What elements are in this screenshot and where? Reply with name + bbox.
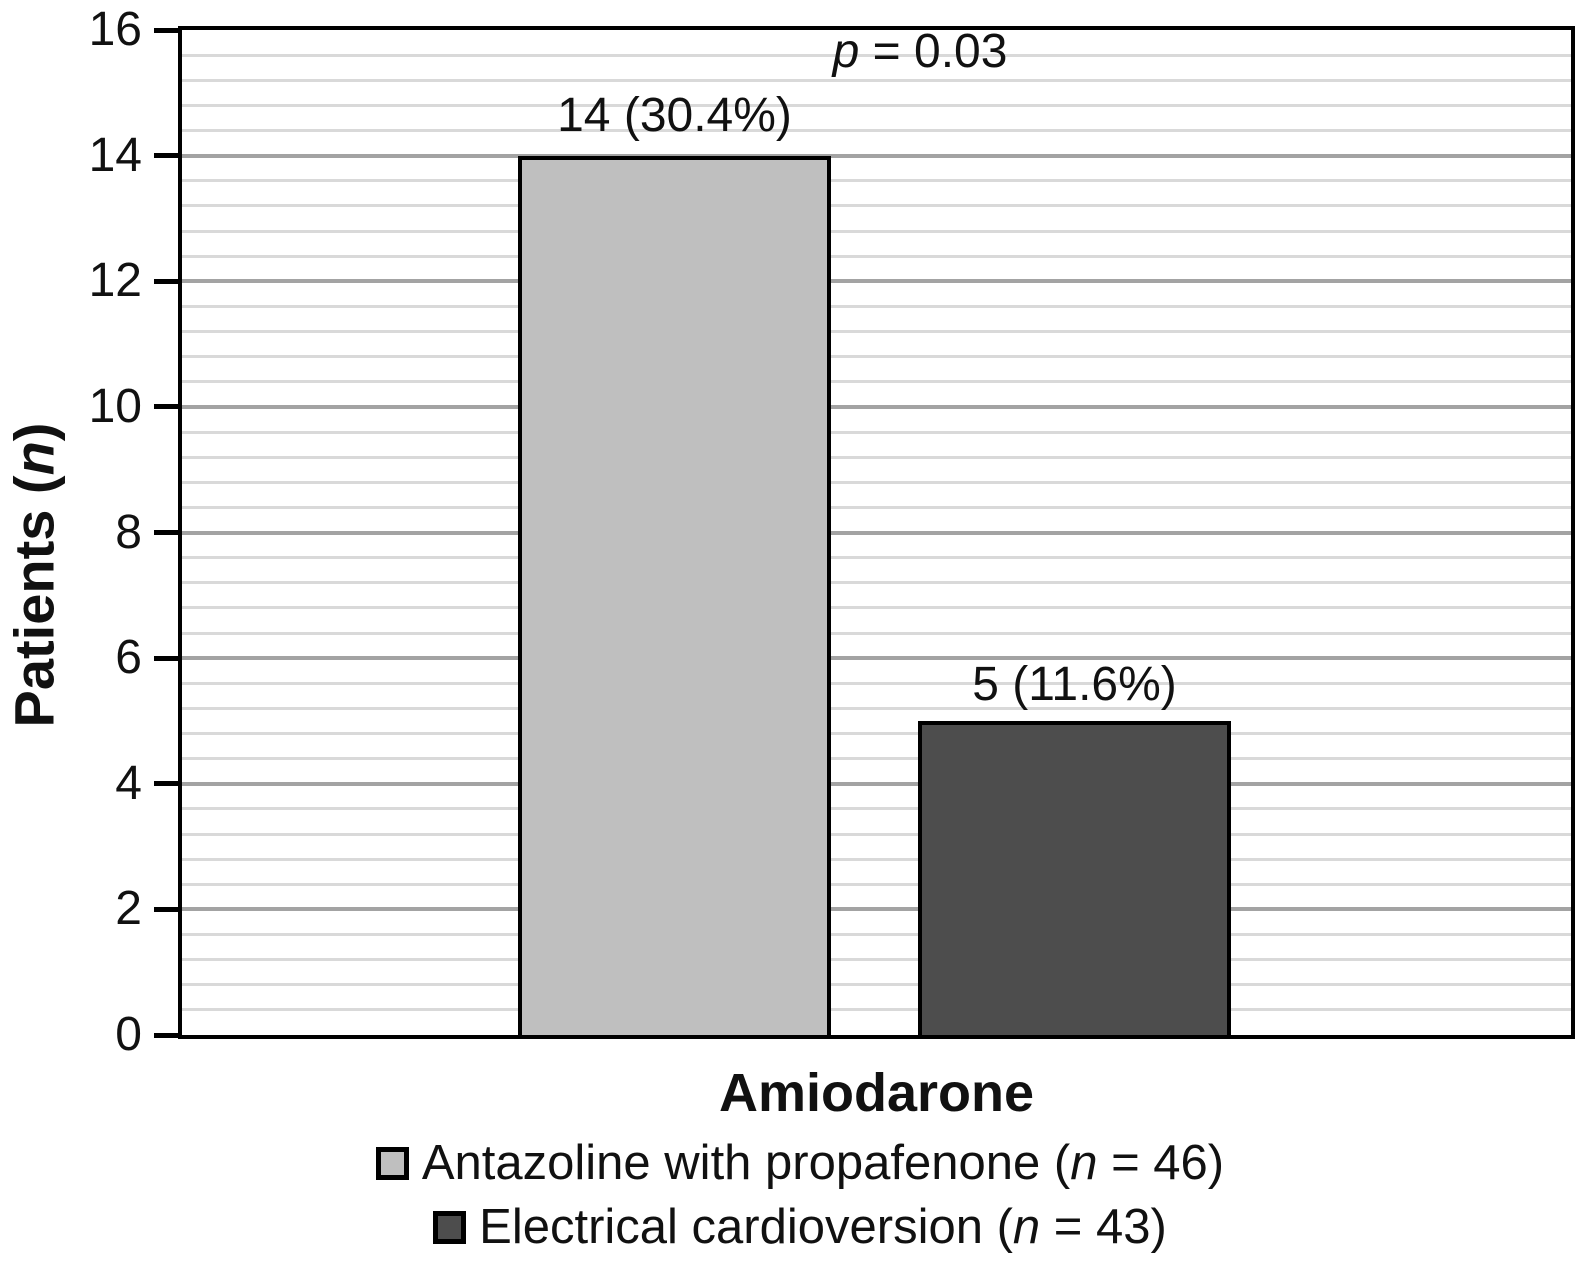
legend-label-close: = 43) <box>1040 1200 1167 1254</box>
p-value-annotation: p = 0.03 <box>833 24 1008 80</box>
y-axis-tick-mark <box>154 153 178 159</box>
minor-gridline <box>182 78 1571 82</box>
plot-area: p = 0.03 14 (30.4%) 5 (11.6%) <box>178 25 1575 1039</box>
minor-gridline <box>182 681 1571 685</box>
x-axis-category-label: Amiodarone <box>718 1063 1035 1123</box>
minor-gridline <box>182 254 1571 258</box>
legend-swatch-antazoline <box>375 1146 409 1180</box>
bar-value-label: 5 (11.6%) <box>972 657 1177 711</box>
legend-label-text: Electrical cardioversion ( <box>479 1200 1013 1254</box>
minor-gridline <box>182 505 1571 509</box>
legend-label-italic-n: n <box>1012 1200 1041 1254</box>
p-annotation-value: = 0.03 <box>859 25 1008 78</box>
y-axis-tick-mark <box>154 404 178 410</box>
minor-gridline <box>182 706 1571 710</box>
y-axis-tick-label: 8 <box>115 505 142 559</box>
minor-gridline <box>182 631 1571 635</box>
y-axis-tick-mark <box>154 1032 178 1038</box>
y-axis-tick-label: 10 <box>88 379 142 433</box>
y-axis-tick-mark <box>154 906 178 912</box>
minor-gridline <box>182 807 1571 811</box>
minor-gridline <box>182 103 1571 107</box>
plot-inner: p = 0.03 14 (30.4%) 5 (11.6%) <box>182 25 1571 1035</box>
bar-antazoline-propafenone <box>518 155 831 1035</box>
legend-item-antazoline: Antazoline with propafenone (n = 46) <box>375 1132 1224 1194</box>
minor-gridline <box>182 455 1571 459</box>
minor-gridline <box>182 330 1571 333</box>
major-gridline <box>182 530 1571 535</box>
minor-gridline <box>182 304 1571 308</box>
major-gridline <box>182 907 1571 912</box>
minor-gridline <box>182 857 1571 861</box>
legend-label-antazoline: Antazoline with propafenone (n = 46) <box>422 1133 1224 1193</box>
major-gridline <box>182 279 1571 284</box>
y-axis-tick-label: 4 <box>115 756 142 810</box>
legend-label-electrical: Electrical cardioversion (n = 43) <box>479 1197 1167 1257</box>
y-axis-tick-label: 0 <box>115 1008 142 1061</box>
minor-gridline <box>182 958 1571 962</box>
legend: Antazoline with propafenone (n = 46) Ele… <box>22 1132 1578 1258</box>
y-axis-tick-mark <box>154 530 178 535</box>
bar-value-label: 14 (30.4%) <box>557 88 792 142</box>
minor-gridline <box>182 556 1571 560</box>
y-axis-tick-label: 14 <box>88 128 142 182</box>
minor-gridline <box>182 430 1571 434</box>
minor-gridline <box>182 732 1571 735</box>
y-axis-tick-mark <box>154 781 178 787</box>
minor-gridline <box>182 229 1571 233</box>
legend-item-electrical: Electrical cardioversion (n = 43) <box>433 1196 1167 1258</box>
minor-gridline <box>182 983 1571 987</box>
minor-gridline <box>182 832 1571 836</box>
y-axis-title-italic-n: n <box>2 441 66 476</box>
legend-label-text: Antazoline with propafenone ( <box>421 1136 1071 1190</box>
major-gridline <box>182 404 1571 409</box>
minor-gridline <box>182 1008 1571 1012</box>
minor-gridline <box>182 933 1571 936</box>
major-gridline <box>182 656 1571 661</box>
bar-electrical-cardioversion <box>918 720 1231 1035</box>
minor-gridline <box>182 355 1571 359</box>
y-axis-tick-label: 2 <box>115 882 142 936</box>
minor-gridline <box>182 179 1571 183</box>
p-annotation-italic-p: p <box>832 25 860 78</box>
minor-gridline <box>182 380 1571 384</box>
legend-swatch-electrical <box>433 1210 467 1244</box>
minor-gridline <box>182 757 1571 761</box>
y-axis-tick-label: 16 <box>88 3 142 56</box>
minor-gridline <box>182 129 1571 132</box>
y-axis-tick-mark <box>154 27 178 33</box>
legend-label-italic-n: n <box>1070 1136 1098 1190</box>
minor-gridline <box>182 882 1571 886</box>
major-gridline <box>182 153 1571 158</box>
major-gridline <box>182 781 1571 786</box>
minor-gridline <box>182 480 1571 484</box>
minor-gridline <box>182 204 1571 208</box>
minor-gridline <box>182 581 1571 585</box>
y-axis-tick-label: 6 <box>115 631 142 685</box>
y-axis-tick-mark <box>154 278 178 284</box>
y-axis-tick-mark <box>154 655 178 661</box>
y-axis-tick-label: 12 <box>88 254 142 308</box>
minor-gridline <box>182 53 1571 57</box>
legend-label-close: = 46) <box>1097 1136 1225 1190</box>
minor-gridline <box>182 606 1571 610</box>
